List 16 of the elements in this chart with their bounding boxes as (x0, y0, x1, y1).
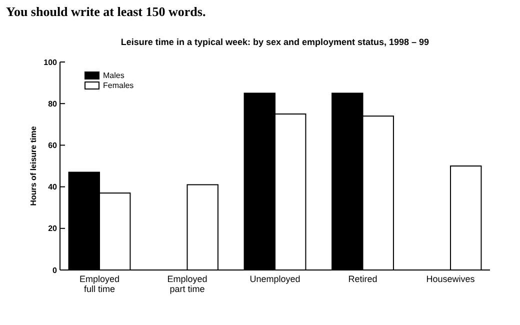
y-tick-label: 80 (48, 99, 58, 108)
y-tick-label: 60 (48, 141, 58, 150)
legend-label: Females (103, 81, 134, 90)
y-axis-title: Hours of leisure time (29, 126, 38, 206)
y-tick-label: 40 (48, 182, 58, 192)
x-tick-label: Employed part time (167, 274, 208, 294)
text: You should write at least 150 words. (6, 4, 206, 19)
y-tick-label: 100 (44, 58, 58, 67)
y-tick-label: 0 (52, 266, 58, 275)
x-tick-label: Retired (348, 274, 378, 284)
y-tick-label: 20 (48, 224, 58, 234)
chart-title: Leisure time in a typical week: by sex and employment status, 1998 – 99 (120, 37, 430, 47)
legend-label: Males (103, 71, 124, 80)
x-tick-label: Employed full time (79, 274, 120, 294)
x-tick-label: Housewives (426, 274, 476, 284)
x-tick-label: Unemployed (250, 274, 300, 284)
